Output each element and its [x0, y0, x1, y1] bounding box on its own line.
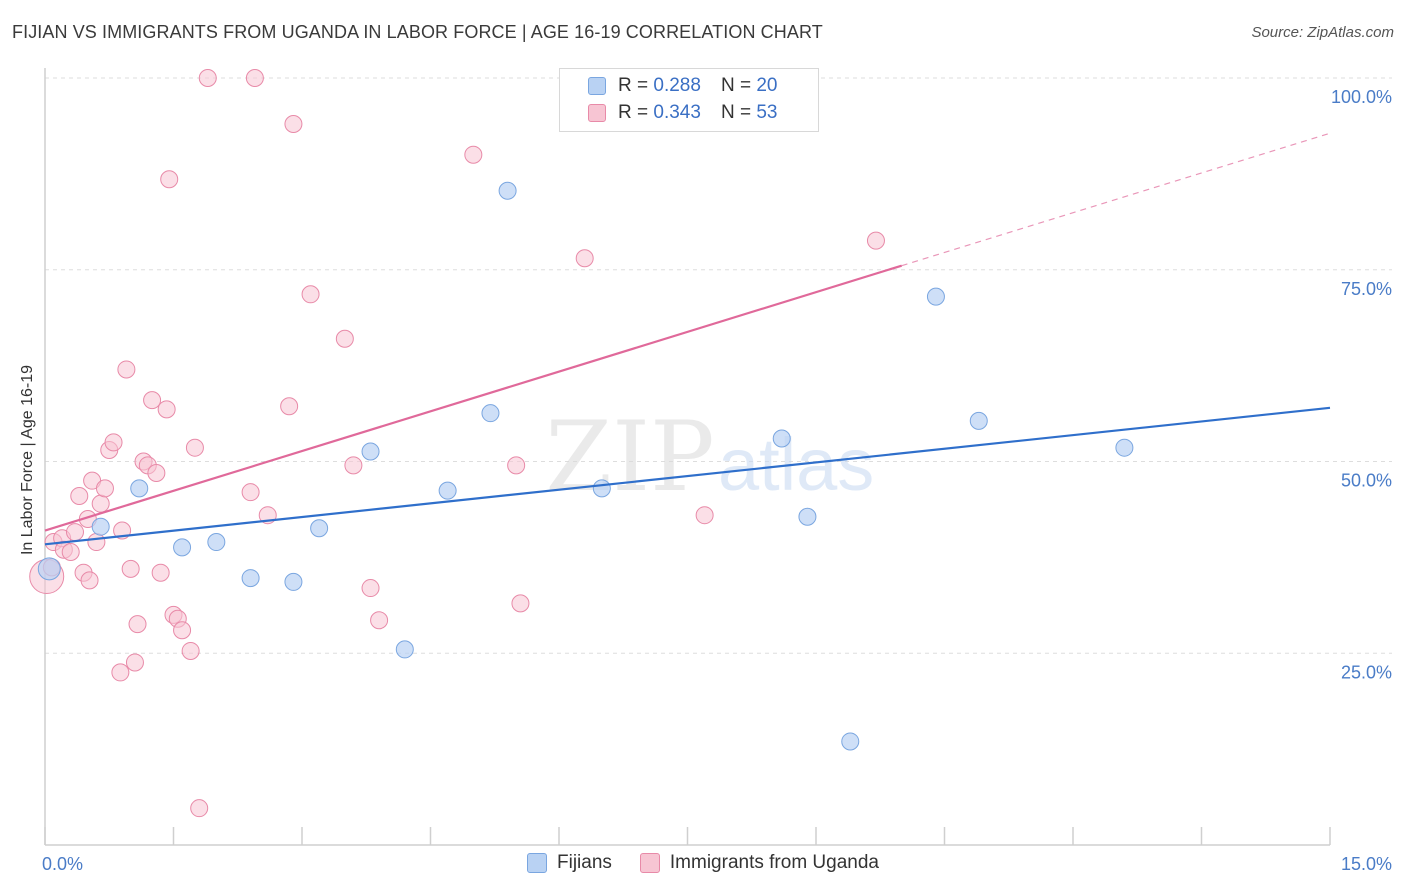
data-point-fijians — [498, 181, 517, 200]
legend-label-fijians: Fijians — [557, 852, 612, 873]
data-point-uganda — [117, 360, 136, 379]
legend-n-label: N = — [720, 102, 752, 123]
data-point-uganda — [65, 523, 84, 542]
trend-line-uganda — [44, 264, 902, 532]
trend-line-uganda-extension — [901, 132, 1331, 267]
data-point-uganda — [511, 594, 530, 613]
data-point-fijians — [926, 287, 945, 306]
data-point-fijians — [1115, 438, 1134, 457]
data-point-uganda — [185, 438, 204, 457]
legend-item-uganda[interactable]: Immigrants from Uganda — [639, 852, 879, 874]
legend-r-value: 0.343 — [653, 102, 701, 123]
data-point-fijians — [241, 569, 260, 588]
trend-lines — [44, 132, 1331, 546]
data-point-uganda — [111, 663, 130, 682]
y-tick-label: 50.0% — [1341, 471, 1392, 491]
data-point-uganda — [157, 400, 176, 419]
legend-r-label: R = — [618, 102, 649, 123]
data-point-uganda — [104, 433, 123, 452]
chart-title: FIJIAN VS IMMIGRANTS FROM UGANDA IN LABO… — [12, 22, 823, 42]
data-point-uganda — [695, 506, 714, 525]
data-point-uganda — [198, 69, 217, 87]
tick-labels: 25.0% 50.0% 75.0% 100.0% 0.0% 15.0% — [42, 87, 1392, 874]
data-point-uganda — [128, 615, 147, 634]
data-point-uganda — [464, 145, 483, 164]
data-point-uganda — [344, 456, 363, 475]
data-point-uganda — [173, 621, 192, 640]
legend-n-value: 53 — [756, 102, 778, 123]
data-point-fijians — [361, 442, 380, 461]
data-point-uganda — [91, 494, 110, 513]
legend-swatch-fijians — [588, 77, 606, 95]
legend-n-label: N = — [720, 75, 752, 96]
correlation-legend: R = 0.288 N = 20 R = 0.343 N = 53 — [559, 68, 819, 132]
data-point-fijians — [481, 404, 500, 423]
legend-label-uganda: Immigrants from Uganda — [669, 852, 879, 873]
series-legend: Fijians Immigrants from Uganda — [0, 852, 1406, 874]
data-point-uganda — [181, 641, 200, 660]
data-point-uganda — [245, 69, 264, 87]
y-tick-label: 25.0% — [1341, 662, 1392, 682]
data-point-uganda — [87, 533, 106, 552]
data-point-uganda — [143, 391, 162, 410]
y-tick-label: 100.0% — [1331, 87, 1392, 107]
data-point-fijians — [798, 507, 817, 526]
data-point-fijians — [772, 429, 791, 448]
data-point-fijians — [969, 411, 988, 430]
data-point-fijians — [841, 732, 860, 751]
data-point-uganda — [241, 483, 260, 502]
data-point-uganda — [147, 464, 166, 483]
legend-r-value: 0.288 — [653, 75, 701, 96]
legend-swatch-uganda — [588, 104, 606, 122]
data-point-uganda — [575, 249, 594, 268]
data-point-fijians — [284, 572, 303, 591]
grid-lines — [45, 77, 1392, 654]
data-point-uganda — [160, 170, 179, 189]
data-point-fijians — [395, 640, 414, 659]
data-point-uganda — [280, 397, 299, 416]
data-point-uganda — [361, 579, 380, 598]
legend-r-label: R = — [618, 75, 649, 96]
trend-line-fijians — [44, 406, 1331, 546]
watermark-zip: ZIP — [545, 401, 714, 513]
data-point-fijians — [310, 519, 329, 538]
data-point-fijians — [37, 557, 61, 581]
data-point-fijians — [207, 533, 226, 552]
watermark: ZIP atlas — [545, 401, 874, 513]
data-point-fijians — [173, 538, 192, 557]
data-point-uganda — [70, 487, 89, 506]
data-point-uganda — [370, 611, 389, 630]
series-fijians-points — [37, 181, 1134, 751]
data-point-uganda — [61, 543, 80, 562]
x-tick-label: 15.0% — [1341, 854, 1392, 874]
data-point-fijians — [592, 479, 611, 498]
legend-item-fijians[interactable]: Fijians — [527, 852, 612, 874]
axes — [44, 68, 1331, 846]
series-uganda-points — [29, 69, 885, 818]
data-point-uganda — [866, 231, 885, 250]
legend-row-fijians: R = 0.288 N = 20 — [588, 74, 777, 98]
data-point-uganda — [121, 559, 140, 578]
data-point-uganda — [80, 571, 99, 590]
data-point-fijians — [91, 517, 110, 536]
data-point-uganda — [301, 285, 320, 304]
data-point-uganda — [190, 799, 209, 818]
data-point-fijians — [130, 479, 149, 498]
data-point-uganda — [335, 329, 354, 348]
legend-row-uganda: R = 0.343 N = 53 — [588, 101, 777, 125]
data-point-uganda — [125, 653, 144, 672]
x-tick-label: 0.0% — [42, 854, 83, 874]
legend-swatch-fijians — [527, 853, 547, 873]
data-point-uganda — [284, 115, 303, 134]
data-point-uganda — [507, 456, 526, 475]
y-tick-label: 75.0% — [1341, 279, 1392, 299]
legend-swatch-uganda — [639, 853, 660, 873]
data-point-uganda — [95, 479, 114, 498]
data-point-fijians — [438, 481, 457, 500]
data-point-uganda — [151, 563, 170, 582]
source-credit: Source: ZipAtlas.com — [1251, 24, 1394, 41]
legend-n-value: 20 — [756, 75, 778, 96]
